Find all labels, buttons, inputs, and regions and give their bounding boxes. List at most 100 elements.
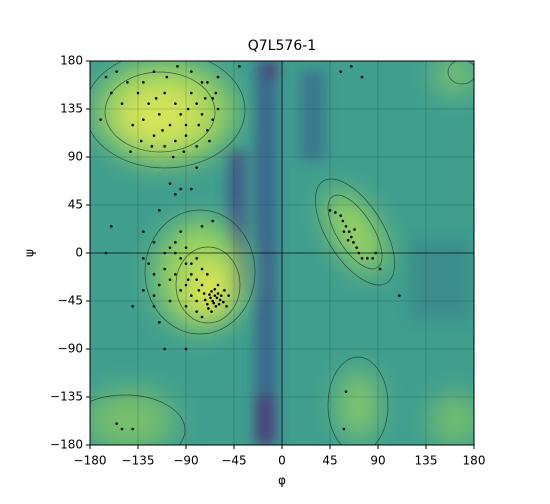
density-background — [90, 61, 474, 445]
x-axis-label: φ — [278, 474, 286, 488]
y-tick-label: 180 — [60, 54, 83, 68]
data-point — [203, 298, 207, 302]
data-point — [184, 246, 188, 249]
data-point — [211, 219, 214, 223]
chart-title: Q7L576-1 — [248, 38, 316, 54]
y-tick-label: −180 — [50, 438, 83, 452]
y-tick-label: 90 — [68, 150, 83, 164]
y-tick-label: 0 — [75, 246, 83, 260]
data-point — [339, 70, 342, 73]
data-point — [222, 300, 225, 304]
data-point — [200, 225, 204, 228]
data-point — [206, 81, 209, 84]
data-point — [195, 299, 198, 303]
x-tick-label: −135 — [122, 454, 155, 468]
data-point — [152, 273, 156, 276]
data-point — [99, 118, 102, 121]
data-point — [206, 273, 209, 276]
data-point — [347, 230, 351, 233]
data-point — [182, 150, 186, 153]
data-point — [371, 257, 374, 260]
data-point — [131, 427, 134, 431]
data-point — [152, 70, 156, 73]
data-point — [200, 113, 204, 116]
data-point — [202, 292, 206, 295]
data-point — [152, 294, 156, 297]
points — [99, 65, 401, 431]
data-point — [352, 241, 355, 244]
data-point — [342, 427, 346, 431]
data-point — [360, 75, 364, 79]
data-point — [350, 65, 353, 68]
data-point — [216, 292, 220, 295]
y-tick-label: 135 — [60, 102, 83, 116]
data-point — [374, 251, 378, 255]
data-point — [115, 70, 118, 73]
data-point — [163, 347, 166, 351]
data-point — [195, 145, 198, 148]
data-point — [176, 65, 179, 68]
data-point — [168, 299, 172, 303]
data-point — [174, 139, 177, 143]
data-point — [142, 118, 145, 121]
data-point — [152, 134, 156, 137]
data-point — [129, 150, 132, 153]
data-point — [115, 422, 118, 425]
data-point — [210, 310, 213, 313]
data-point — [378, 267, 382, 271]
data-point — [207, 307, 210, 310]
y-tick-label: −45 — [58, 294, 83, 308]
data-point — [163, 267, 166, 271]
data-point — [158, 209, 161, 212]
data-point — [209, 296, 212, 300]
data-point — [184, 347, 188, 351]
data-point — [152, 305, 156, 308]
y-tick-label: −90 — [58, 342, 83, 356]
data-point — [355, 246, 358, 249]
data-point — [360, 257, 364, 260]
y-axis-label: ψ — [23, 249, 37, 257]
data-point — [174, 273, 177, 276]
data-point — [158, 283, 161, 287]
data-point — [136, 91, 140, 95]
data-point — [104, 251, 108, 255]
data-point — [110, 225, 113, 228]
data-point — [213, 287, 217, 291]
data-point — [203, 97, 207, 100]
data-point — [147, 262, 150, 265]
data-point — [184, 262, 188, 265]
data-point — [195, 257, 198, 260]
data-point — [139, 139, 143, 143]
data-point — [200, 267, 204, 271]
data-point — [163, 145, 166, 148]
data-point — [341, 219, 345, 223]
data-point — [195, 166, 198, 169]
data-point — [216, 107, 220, 111]
data-point — [227, 294, 230, 297]
data-point — [174, 102, 177, 105]
data-point — [174, 193, 177, 196]
data-point — [200, 315, 204, 319]
data-point — [197, 289, 201, 292]
y-tick-label: 45 — [68, 198, 83, 212]
data-point — [398, 294, 401, 297]
x-tick-label: 180 — [463, 454, 486, 468]
data-point — [168, 182, 172, 185]
data-point — [186, 278, 190, 281]
data-point — [206, 302, 209, 306]
data-point — [154, 97, 158, 100]
data-point — [184, 305, 188, 308]
data-point — [214, 91, 218, 95]
data-point — [328, 209, 332, 212]
data-point — [163, 251, 166, 255]
data-point — [168, 123, 172, 127]
data-point — [208, 139, 211, 143]
data-point — [206, 129, 209, 132]
data-point — [131, 123, 134, 127]
data-point — [158, 321, 161, 324]
x-tick-label: 90 — [370, 454, 385, 468]
data-point — [195, 278, 198, 281]
data-point — [200, 283, 204, 287]
data-point — [334, 211, 337, 214]
